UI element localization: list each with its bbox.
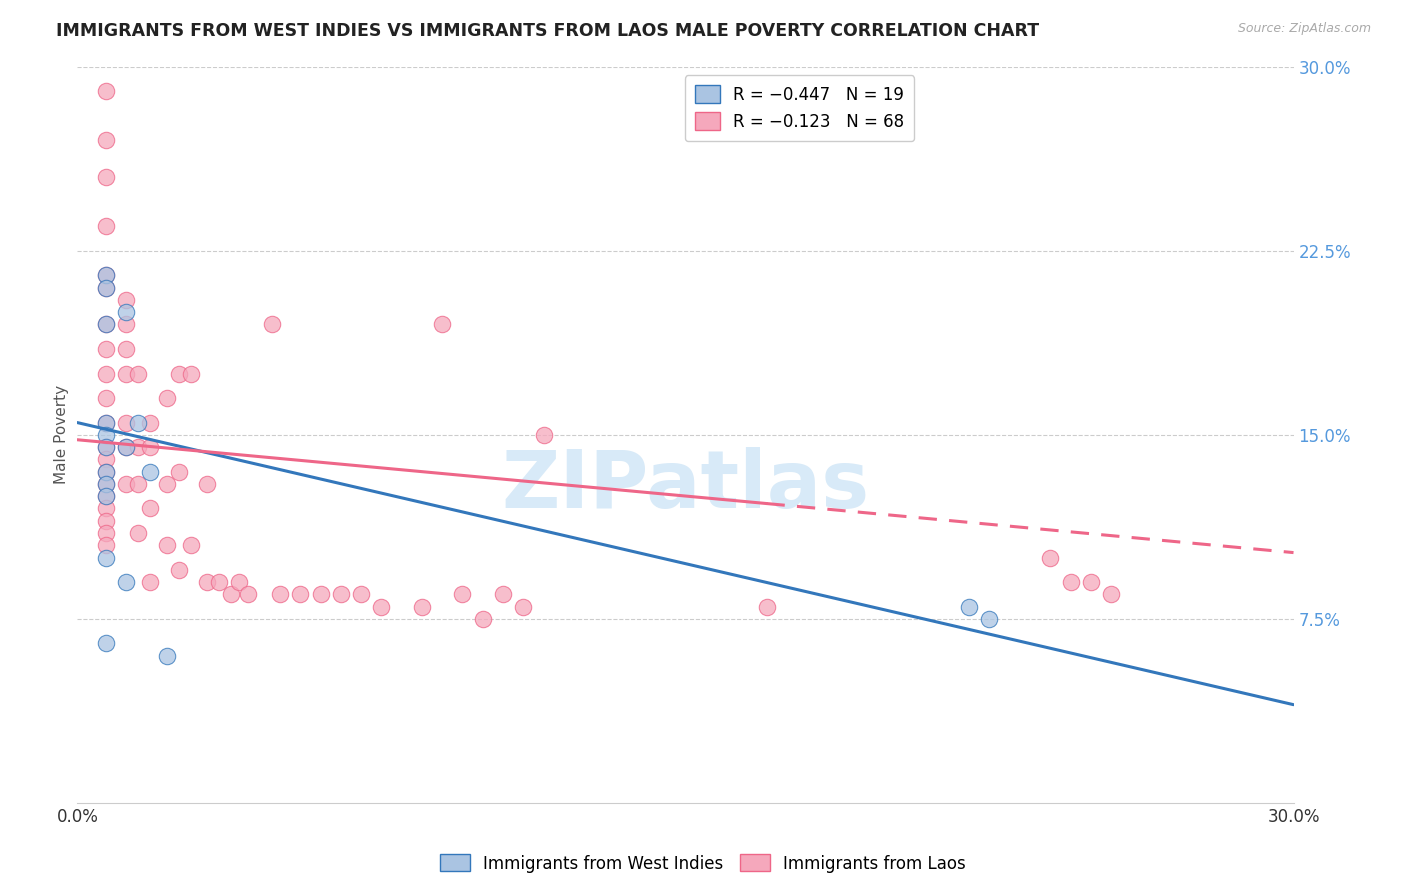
Point xyxy=(94,428,117,442)
Point xyxy=(127,416,149,430)
Point xyxy=(1080,575,1102,590)
Point xyxy=(957,599,980,614)
Point xyxy=(155,648,177,663)
Point xyxy=(94,550,117,565)
Point xyxy=(127,440,149,454)
Point xyxy=(115,440,138,454)
Point xyxy=(512,599,534,614)
Point xyxy=(115,575,138,590)
Point xyxy=(1099,587,1122,601)
Point xyxy=(451,587,474,601)
Point xyxy=(1039,550,1062,565)
Point xyxy=(94,342,117,356)
Point xyxy=(155,477,177,491)
Point xyxy=(94,170,117,185)
Point xyxy=(533,428,555,442)
Point xyxy=(139,416,162,430)
Text: IMMIGRANTS FROM WEST INDIES VS IMMIGRANTS FROM LAOS MALE POVERTY CORRELATION CHA: IMMIGRANTS FROM WEST INDIES VS IMMIGRANT… xyxy=(56,22,1039,40)
Point xyxy=(180,367,202,381)
Point xyxy=(94,526,117,541)
Text: ZIPatlas: ZIPatlas xyxy=(502,448,869,525)
Point xyxy=(432,318,454,332)
Point xyxy=(115,305,138,319)
Point xyxy=(94,489,117,503)
Point xyxy=(94,501,117,516)
Point xyxy=(115,440,138,454)
Point xyxy=(94,281,117,295)
Point xyxy=(155,538,177,552)
Point xyxy=(260,318,283,332)
Point xyxy=(94,477,117,491)
Point xyxy=(167,465,190,479)
Point xyxy=(236,587,259,601)
Point xyxy=(155,391,177,405)
Point xyxy=(127,477,149,491)
Point xyxy=(269,587,291,601)
Point xyxy=(195,575,218,590)
Legend: Immigrants from West Indies, Immigrants from Laos: Immigrants from West Indies, Immigrants … xyxy=(433,847,973,880)
Point xyxy=(115,318,138,332)
Legend: R = −0.447   N = 19, R = −0.123   N = 68: R = −0.447 N = 19, R = −0.123 N = 68 xyxy=(685,75,914,141)
Point xyxy=(979,612,1001,626)
Point xyxy=(370,599,392,614)
Point xyxy=(94,367,117,381)
Point xyxy=(139,465,162,479)
Point xyxy=(180,538,202,552)
Point xyxy=(94,318,117,332)
Point xyxy=(290,587,312,601)
Point xyxy=(329,587,352,601)
Point xyxy=(94,416,117,430)
Point xyxy=(94,416,117,430)
Point xyxy=(208,575,231,590)
Text: Source: ZipAtlas.com: Source: ZipAtlas.com xyxy=(1237,22,1371,36)
Point xyxy=(167,367,190,381)
Point xyxy=(94,318,117,332)
Point xyxy=(1059,575,1081,590)
Point xyxy=(221,587,243,601)
Point xyxy=(94,440,117,454)
Point xyxy=(94,440,117,454)
Point xyxy=(94,538,117,552)
Point xyxy=(94,219,117,234)
Point xyxy=(492,587,515,601)
Point xyxy=(139,575,162,590)
Point xyxy=(94,268,117,283)
Point xyxy=(195,477,218,491)
Point xyxy=(309,587,332,601)
Point xyxy=(94,465,117,479)
Point xyxy=(115,367,138,381)
Y-axis label: Male Poverty: Male Poverty xyxy=(53,385,69,484)
Point xyxy=(350,587,373,601)
Point xyxy=(94,477,117,491)
Point xyxy=(94,489,117,503)
Point xyxy=(411,599,433,614)
Point xyxy=(94,281,117,295)
Point xyxy=(471,612,494,626)
Point xyxy=(115,293,138,307)
Point xyxy=(115,416,138,430)
Point xyxy=(115,342,138,356)
Point xyxy=(167,563,190,577)
Point xyxy=(755,599,778,614)
Point xyxy=(115,477,138,491)
Point xyxy=(94,134,117,148)
Point xyxy=(127,367,149,381)
Point xyxy=(127,526,149,541)
Point xyxy=(94,452,117,467)
Point xyxy=(94,636,117,650)
Point xyxy=(228,575,250,590)
Point xyxy=(94,391,117,405)
Point xyxy=(139,440,162,454)
Point xyxy=(94,268,117,283)
Point xyxy=(94,514,117,528)
Point xyxy=(94,85,117,99)
Point xyxy=(139,501,162,516)
Point xyxy=(94,465,117,479)
